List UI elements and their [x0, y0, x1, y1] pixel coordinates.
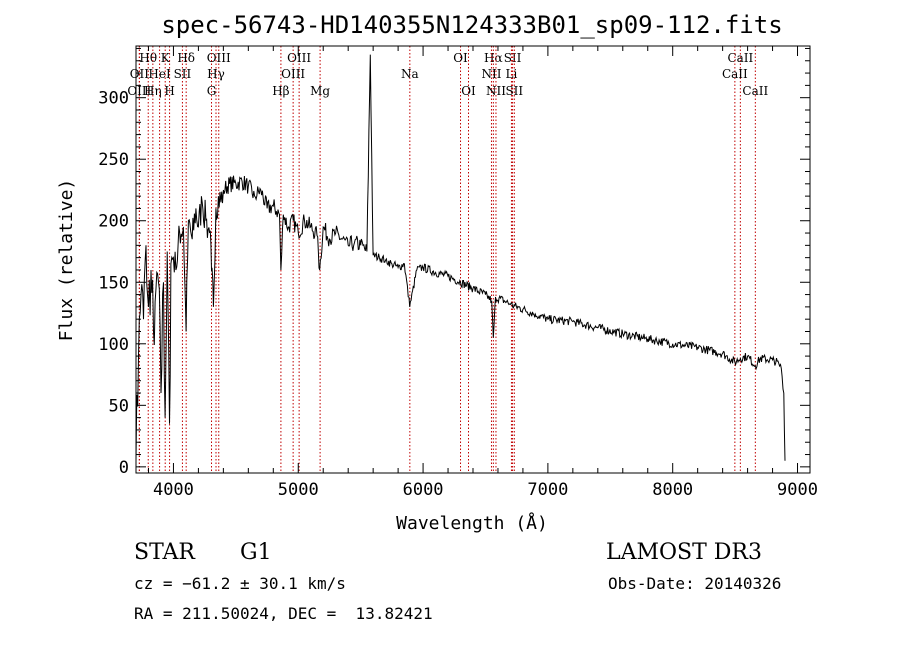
marker-label-7: SII: [174, 67, 192, 81]
y-axis: 0 50 100 150 200 250 300: [98, 47, 810, 478]
y-tick-label-0: 0: [119, 458, 129, 478]
marker-label-0: Hθ: [139, 51, 157, 65]
marker-label-17: OI: [453, 51, 468, 65]
marker-label-2: OIII: [127, 84, 151, 98]
marker-label-15: Mg: [310, 84, 330, 98]
x-axis-label: Wavelength (Å): [396, 512, 548, 534]
marker-label-18: OI: [461, 84, 476, 98]
y-axis-label: Flux (relative): [56, 179, 77, 342]
x-tick-label-4: 8000: [652, 480, 693, 500]
y-tick-label-1: 50: [109, 396, 129, 416]
marker-label-27: CaII: [742, 84, 768, 98]
marker-label-16: Na: [401, 67, 419, 81]
coordinates-text: RA = 211.50024, DEC = 13.82421: [134, 604, 433, 623]
marker-label-13: OIII: [287, 51, 311, 65]
marker-label-25: CaII: [727, 51, 753, 65]
x-tick-label-2: 6000: [403, 480, 444, 500]
marker-label-22: SII: [504, 51, 522, 65]
y-tick-label-3: 150: [98, 273, 129, 293]
x-tick-label-3: 7000: [527, 480, 568, 500]
plot-frame: [135, 45, 811, 474]
marker-label-24: SII: [505, 84, 523, 98]
object-subclass: G1: [240, 540, 272, 565]
marker-label-20: NII: [481, 67, 501, 81]
marker-label-26: CaII: [722, 67, 748, 81]
object-type: STAR: [134, 540, 195, 565]
series-spectrum: [135, 54, 786, 461]
survey-label: LAMOST DR3: [606, 540, 762, 565]
marker-label-11: G: [207, 84, 217, 98]
x-tick-label-0: 4000: [153, 480, 194, 500]
marker-label-10: Hγ: [207, 67, 225, 81]
series-layer: [135, 54, 786, 461]
x-tick-label-1: 5000: [278, 480, 319, 500]
x-tick-label-5: 9000: [777, 480, 818, 500]
marker-label-21: NII: [486, 84, 506, 98]
marker-label-5: K: [161, 51, 171, 65]
obs-date-text: Obs-Date: 20140326: [608, 574, 782, 593]
marker-label-19: Hα: [484, 51, 503, 65]
marker-label-8: Hδ: [177, 51, 195, 65]
marker-label-14: OIII: [281, 67, 305, 81]
chart-title: spec-56743-HD140355N124333B01_sp09-112.f…: [161, 11, 782, 39]
marker-label-3: Hη: [144, 84, 162, 98]
marker-label-23: Li: [506, 67, 518, 81]
marker-label-9: OIII: [207, 51, 231, 65]
marker-label-12: Hβ: [272, 84, 289, 98]
y-tick-label-6: 300: [98, 89, 129, 109]
y-tick-label-4: 200: [98, 212, 129, 232]
marker-label-6: H: [164, 84, 174, 98]
y-tick-label-2: 100: [98, 335, 129, 355]
y-tick-label-5: 250: [98, 150, 129, 170]
redshift-text: cz = −61.2 ± 30.1 km/s: [134, 574, 346, 593]
marker-label-4: HeI: [148, 67, 171, 81]
x-axis: 4000 5000 6000 7000 8000 9000: [147, 46, 818, 500]
